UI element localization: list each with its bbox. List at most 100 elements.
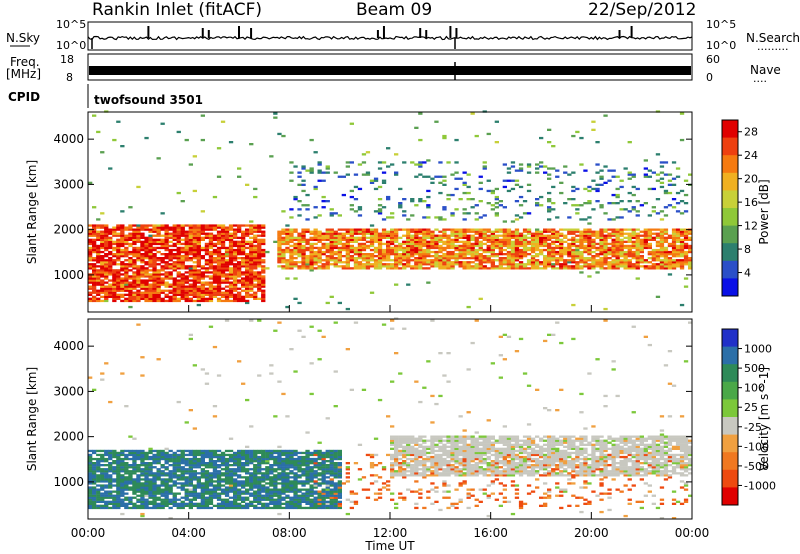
power-cell xyxy=(325,244,330,248)
power-cell xyxy=(607,179,612,182)
power-cell xyxy=(595,236,600,239)
power-cell xyxy=(615,195,620,199)
power-cell xyxy=(579,230,584,233)
power-cell xyxy=(184,250,189,254)
power-cell xyxy=(100,273,105,276)
velocity-cell xyxy=(200,476,205,479)
power-cell xyxy=(543,263,548,266)
power-cell xyxy=(369,244,375,248)
power-cell xyxy=(514,259,520,262)
power-cell xyxy=(196,291,201,294)
velocity-cell xyxy=(152,449,157,453)
velocity-cell xyxy=(136,470,141,473)
power-cell xyxy=(233,250,238,254)
power-cell xyxy=(120,283,125,286)
power-cell xyxy=(164,236,169,239)
velocity-cell xyxy=(245,482,250,485)
velocity-cell xyxy=(188,409,193,412)
power-cell xyxy=(200,293,205,296)
power-cell xyxy=(526,263,532,266)
velocity-cell xyxy=(108,457,113,461)
power-cell xyxy=(200,277,205,280)
power-cell xyxy=(502,220,507,223)
power-cell xyxy=(305,208,310,211)
power-cell xyxy=(196,279,201,282)
power-cell xyxy=(671,259,677,262)
power-cell xyxy=(639,230,644,233)
velocity-cell xyxy=(160,478,165,481)
velocity-cell xyxy=(249,474,254,477)
power-cell xyxy=(144,248,149,252)
power-cell xyxy=(595,259,600,262)
power-cell xyxy=(200,232,205,235)
power-cell xyxy=(216,285,222,288)
power-cell xyxy=(289,232,294,235)
power-cell xyxy=(671,246,677,250)
power-cell xyxy=(659,253,665,256)
velocity-cell xyxy=(188,478,193,481)
velocity-cell xyxy=(289,460,294,463)
power-cell xyxy=(317,230,322,233)
power-cell xyxy=(651,232,656,235)
power-cell xyxy=(228,226,234,229)
velocity-cell xyxy=(228,502,234,505)
power-cell xyxy=(418,238,423,241)
power-cell xyxy=(518,195,524,199)
power-cell xyxy=(168,228,173,231)
power-cell xyxy=(325,246,330,250)
power-cell xyxy=(305,255,310,258)
velocity-cell xyxy=(253,476,258,479)
power-cell xyxy=(92,289,97,292)
velocity-cell xyxy=(184,482,189,485)
velocity-cell xyxy=(136,500,141,503)
power-cell xyxy=(349,189,354,193)
velocity-cell xyxy=(281,453,286,457)
power-cell xyxy=(639,248,644,252)
power-cell xyxy=(418,112,423,115)
power-cell xyxy=(619,261,624,264)
power-cell xyxy=(261,269,266,272)
power-cell xyxy=(587,253,592,256)
power-cell xyxy=(188,293,193,296)
power-cell xyxy=(635,234,640,237)
power-cell xyxy=(301,189,306,193)
power-cell xyxy=(583,259,588,262)
velocity-cell xyxy=(172,484,177,487)
power-cell xyxy=(655,244,661,248)
velocity-cell xyxy=(152,462,157,465)
power-cell xyxy=(567,267,572,270)
power-cell xyxy=(438,175,443,178)
power-cell xyxy=(257,265,262,268)
power-cell xyxy=(406,232,411,235)
velocity-cell xyxy=(220,492,226,495)
power-cell xyxy=(418,173,423,176)
power-cell xyxy=(309,248,314,252)
power-cell xyxy=(212,234,218,237)
power-cell xyxy=(462,212,467,215)
power-cell xyxy=(510,257,516,260)
power-cell xyxy=(651,238,656,241)
velocity-cell xyxy=(104,494,109,497)
power-cell xyxy=(168,255,173,258)
velocity-cell xyxy=(152,498,157,501)
power-cell xyxy=(587,240,592,243)
power-cell xyxy=(450,173,455,176)
power-cell xyxy=(361,230,367,233)
power-cell xyxy=(623,240,628,243)
velocity-cell xyxy=(208,482,214,485)
power-cell xyxy=(337,250,342,254)
velocity-cell xyxy=(228,449,234,453)
power-cell xyxy=(543,242,548,246)
power-cell xyxy=(675,261,681,264)
velocity-cell xyxy=(120,474,125,477)
power-cell xyxy=(539,136,544,140)
velocity-cell xyxy=(204,478,210,481)
velocity-cell xyxy=(148,457,153,461)
nsearch-label: N.Search xyxy=(746,31,800,45)
power-cell xyxy=(535,263,540,266)
velocity-cell xyxy=(124,482,129,485)
power-cell xyxy=(547,128,552,131)
power-cell xyxy=(124,287,129,290)
velocity-cell xyxy=(245,496,250,499)
power-cell xyxy=(357,246,363,250)
